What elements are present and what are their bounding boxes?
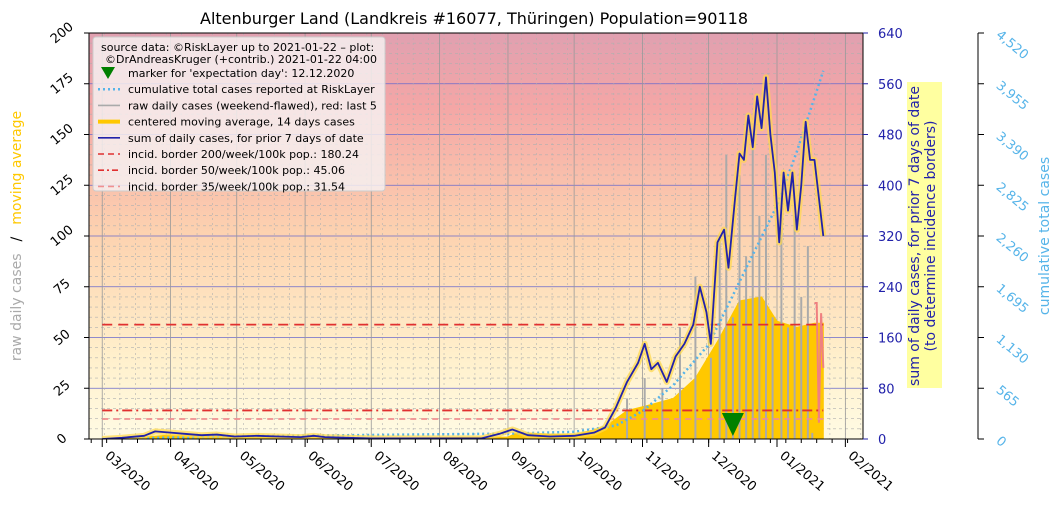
right-axis-label: sum of daily cases, for prior 7 days of … [907,86,939,386]
right-tick-label: 240 [878,281,903,296]
right-tick-label: 80 [878,382,895,397]
left-tick-label: 50 [51,327,73,349]
left-axis: 0 25 50 75 100 125 150 175 200 [48,20,89,448]
x-tick-label: 05/2020 [236,449,287,495]
far-right-tick-label: 2,260 [993,231,1031,266]
legend-swatch [101,67,115,79]
x-axis: 03/2020 04/2020 05/2020 06/2020 07/2020 08/20… [90,439,896,495]
legend-source-2: ©DrAndreasKruger (+contrib.) 2021-01-22 … [105,53,377,66]
right-label-box [907,82,942,388]
ylabel-ma: moving average [9,111,25,225]
right-tick-label: 640 [878,27,903,42]
x-tick-label: 09/2020 [507,449,558,495]
legend-label: cumulative total cases reported at RiskL… [128,83,375,96]
legend-entry: sum of daily cases, for prior 7 days of … [98,132,364,145]
right-tick-label: 480 [878,129,903,144]
x-tick-label: 03/2020 [102,449,153,495]
legend-label: raw daily cases (weekend-flawed), red: l… [128,99,377,112]
far-right-tick-label: 4,520 [993,28,1031,63]
left-tick-label: 100 [48,223,77,250]
far-right-tick-label: 1,130 [993,332,1031,367]
right-tick-label: 160 [878,332,903,347]
left-tick-label: 150 [48,121,77,148]
legend-entry: raw daily cases (weekend-flawed), red: l… [98,99,377,112]
legend-label: sum of daily cases, for prior 7 days of … [128,132,364,145]
legend: source data: ©RiskLayer up to 2021-01-22… [92,36,386,193]
left-tick-label: 175 [48,70,77,97]
legend-entry: incid. border 35/week/100k pop.: 31.54 [98,180,345,193]
ylabel-raw: raw daily cases [9,253,25,361]
legend-label: centered moving average, 14 days cases [128,116,355,129]
right-tick-label: 400 [878,179,903,194]
ylabel-slash: / [9,236,25,241]
right-axis: 0 80 160 240 320 400 480 560 640 [863,27,903,448]
left-tick-label: 125 [48,172,77,199]
raw-daily-last5 [814,301,825,423]
left-tick-label: 0 [54,431,70,448]
far-right-tick-label: 3,390 [993,129,1031,164]
x-tick-label: 02/2021 [845,449,896,495]
left-tick-label: 25 [51,378,73,400]
legend-entry: marker for 'expectation day': 12.12.2020 [101,67,354,80]
x-tick-label: 06/2020 [305,449,356,495]
right-tick-label: 560 [878,78,903,93]
left-axis-label: raw daily cases / moving average [9,111,25,361]
chart-title: Altenburger Land (Landkreis #16077, Thür… [200,9,748,28]
x-tick-label: 07/2020 [371,449,422,495]
left-tick-label: 200 [48,20,77,47]
far-right-tick-label: 2,825 [993,180,1031,215]
legend-label: incid. border 50/week/100k pop.: 45.06 [128,164,345,177]
legend-entry: incid. border 50/week/100k pop.: 45.06 [98,164,345,177]
legend-label: incid. border 200/week/100k pop.: 180.24 [128,148,359,161]
legend-box [92,36,386,192]
legend-label: incid. border 35/week/100k pop.: 31.54 [128,180,345,193]
x-tick-label: 08/2020 [439,449,490,495]
x-tick-label: 12/2020 [708,449,759,495]
far-right-tick-label: 0 [993,434,1009,451]
svg-text:raw daily cases/moving average: raw daily cases / moving average [9,111,25,361]
far-right-axis: 0 565 1,130 1,695 2,260 2,825 3,390 3,955 4,520 [977,28,1031,451]
legend-entry: centered moving average, 14 days cases [98,116,355,129]
ylabel-right-2: (to determine incidence borders) [923,121,939,352]
far-right-axis-label: cumulative total cases [1037,157,1053,315]
right-tick-label: 320 [878,230,903,245]
legend-source: source data: ©RiskLayer up to 2021-01-22… [101,41,374,54]
x-tick-label: 11/2020 [642,449,693,495]
x-tick-label: 04/2020 [170,449,221,495]
far-right-tick-label: 1,695 [993,281,1031,316]
legend-label: marker for 'expectation day': 12.12.2020 [128,67,354,80]
right-tick-label: 0 [878,433,886,448]
ylabel-right-1: sum of daily cases, for prior 7 days of … [907,86,923,386]
x-tick-label: 10/2020 [574,449,625,495]
legend-entry: cumulative total cases reported at RiskL… [98,83,375,96]
left-tick-label: 75 [51,276,73,298]
legend-entry: incid. border 200/week/100k pop.: 180.24 [98,148,359,161]
far-right-tick-label: 3,955 [993,78,1031,113]
weekly-sum-line [102,76,825,439]
data-marks [102,70,827,439]
x-tick-label: 01/2021 [776,449,827,495]
expectation-day-marker [721,413,744,436]
far-right-tick-label: 565 [993,383,1022,410]
